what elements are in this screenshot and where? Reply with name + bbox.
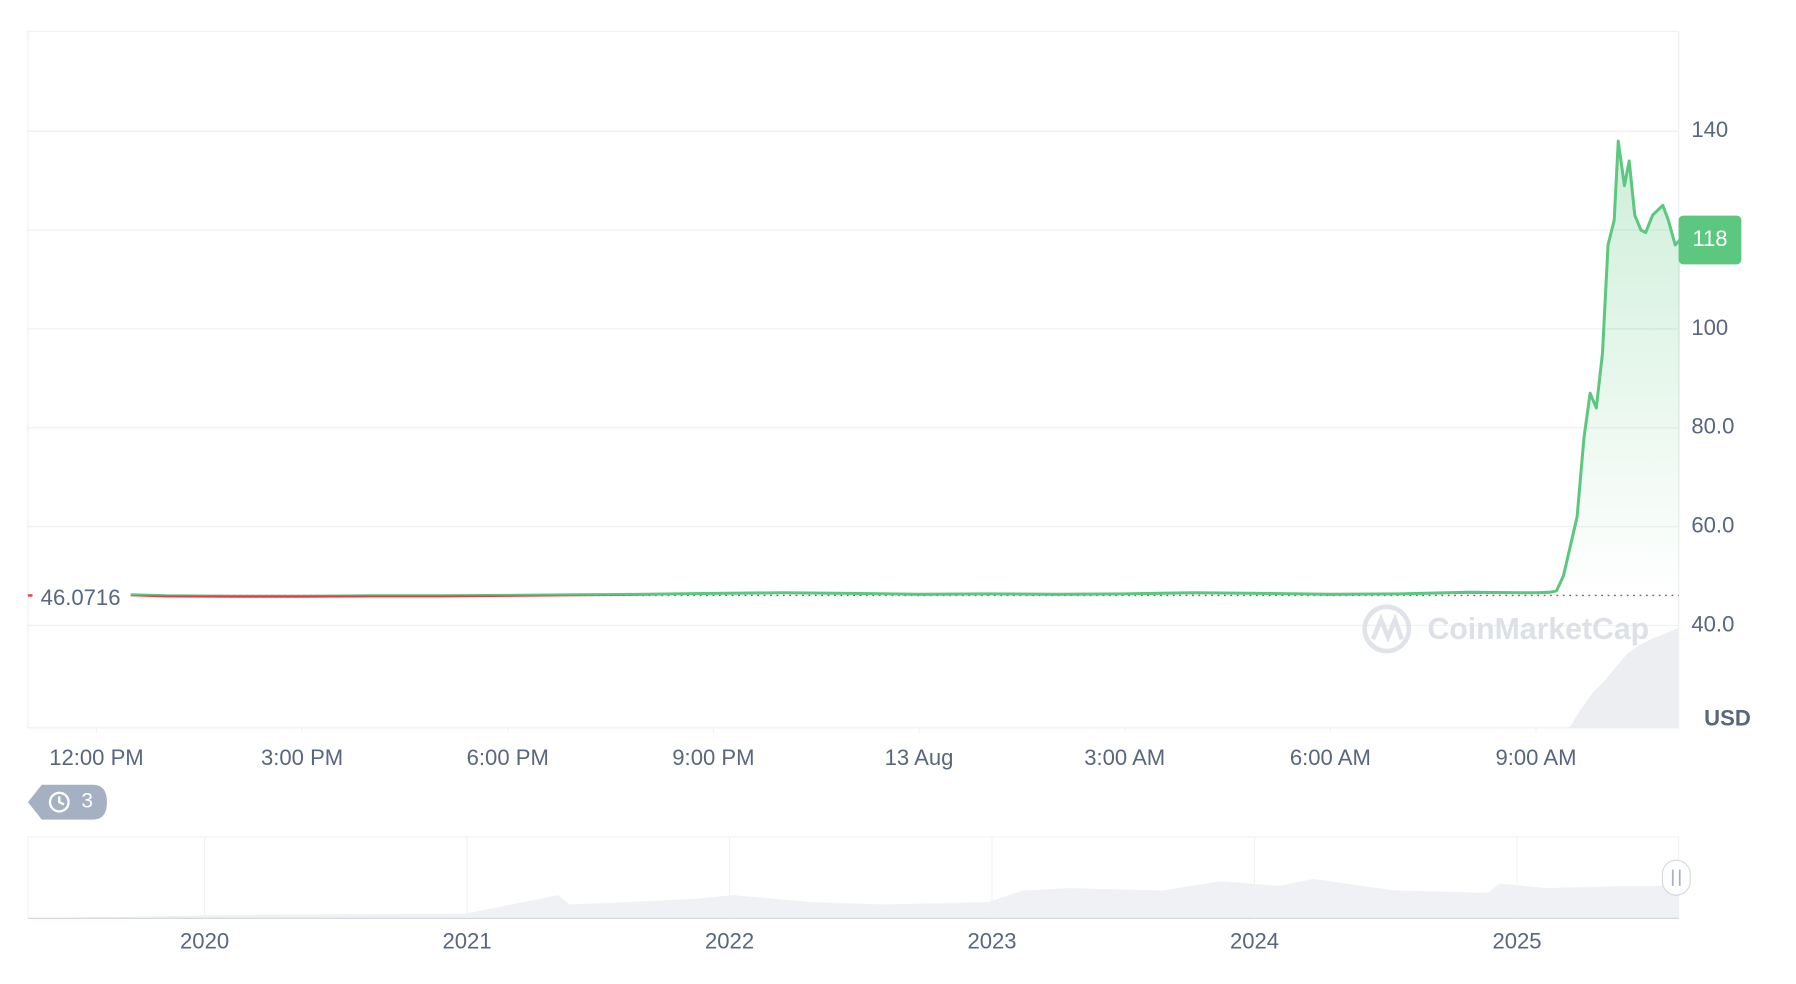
navigator-label: 2022 bbox=[705, 929, 754, 954]
navigator-area bbox=[27, 878, 1679, 919]
volume-silhouette bbox=[1569, 627, 1679, 728]
current-price-badge bbox=[1678, 215, 1742, 265]
y-tick-label: 100 bbox=[1691, 315, 1728, 340]
navigator-label: 2023 bbox=[967, 929, 1016, 954]
navigator-labels: 2020 2021 2022 2023 2024 2025 bbox=[180, 837, 1542, 954]
navigator-label: 2021 bbox=[443, 929, 492, 954]
x-tick-label: 9:00 AM bbox=[1495, 745, 1576, 770]
x-tick-label: 9:00 PM bbox=[672, 745, 754, 770]
y-unit: USD bbox=[1704, 705, 1751, 730]
history-badge[interactable]: 3 bbox=[81, 790, 93, 813]
watermark-logo bbox=[1362, 604, 1412, 654]
y-tick-label: 40.0 bbox=[1691, 611, 1734, 636]
navigator-handle-grip bbox=[1671, 869, 1681, 886]
baseline-label: 46.0716 bbox=[41, 585, 121, 610]
y-tick-label: 60.0 bbox=[1691, 512, 1734, 537]
grid-layer: 40.060.080.010012014012:00 PM3:00 PM6:00… bbox=[27, 117, 1734, 770]
x-tick-label: 6:00 AM bbox=[1290, 745, 1371, 770]
x-tick-label: 3:00 PM bbox=[261, 745, 343, 770]
navigator-label: 2020 bbox=[180, 929, 229, 954]
current-price-label: 118 bbox=[1692, 226, 1727, 251]
x-tick-label: 6:00 PM bbox=[467, 745, 549, 770]
plot-layer: 46.0716 118 bbox=[27, 139, 1742, 610]
x-tick-label: 13 Aug bbox=[885, 745, 954, 770]
navigator-label: 2024 bbox=[1230, 929, 1279, 954]
price-area bbox=[130, 141, 1680, 597]
watermark: CoinMarketCap bbox=[1428, 613, 1650, 646]
y-tick-label: 140 bbox=[1691, 117, 1728, 142]
navigator-handle[interactable] bbox=[1661, 859, 1691, 896]
x-tick-label: 12:00 PM bbox=[49, 745, 144, 770]
x-tick-label: 3:00 AM bbox=[1084, 745, 1165, 770]
y-tick-label: 80.0 bbox=[1691, 414, 1734, 439]
history-icon bbox=[48, 791, 70, 813]
history-icon-hands bbox=[58, 796, 65, 806]
price-line bbox=[130, 139, 1682, 598]
navigator-label: 2025 bbox=[1492, 929, 1541, 954]
